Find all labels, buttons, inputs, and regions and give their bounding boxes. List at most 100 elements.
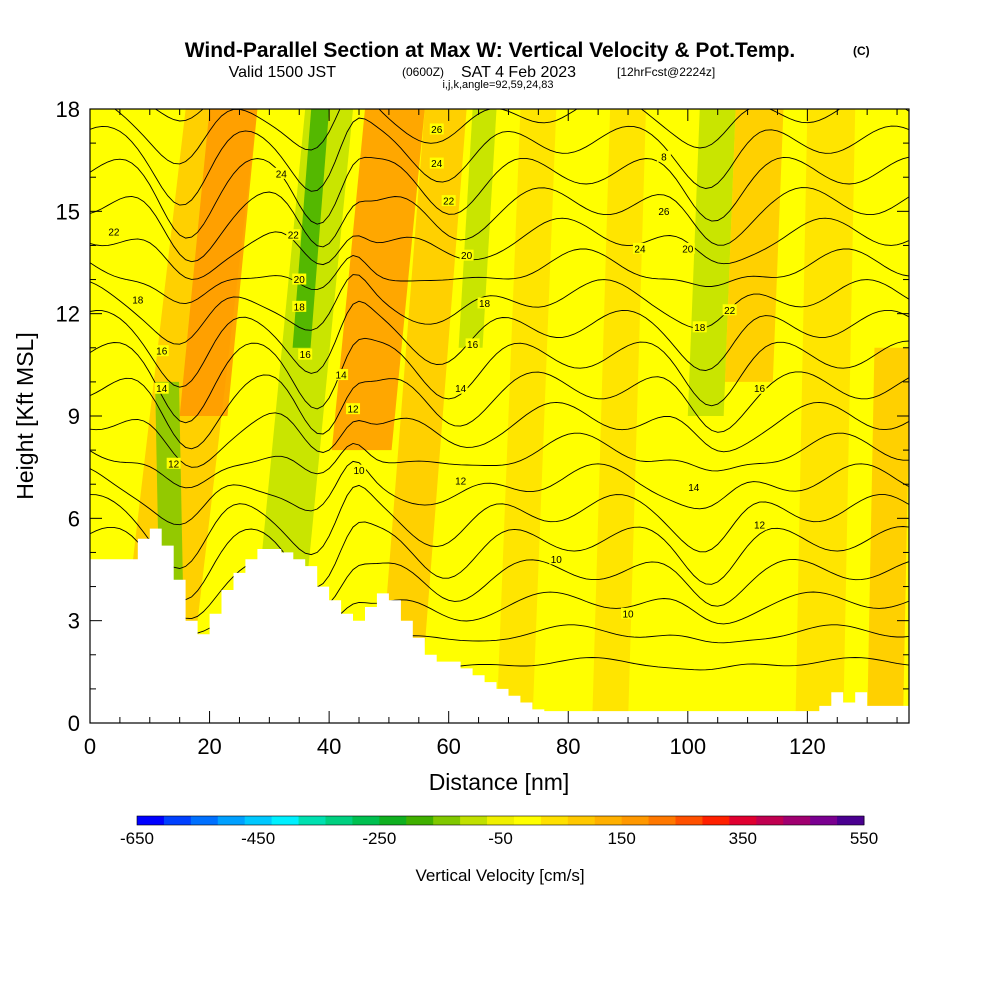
isentrope-line (90, 156, 909, 239)
x-tick-label: 0 (84, 734, 96, 759)
contour-label: 14 (334, 369, 349, 382)
contour-label-text: 20 (682, 244, 694, 255)
colorbar-swatch (487, 816, 515, 825)
contour-label: 22 (106, 225, 121, 238)
contour-label-text: 20 (294, 275, 306, 286)
y-tick-label: 0 (68, 711, 80, 736)
contour-label-text: 16 (156, 347, 168, 358)
contour-label: 12 (752, 519, 767, 532)
contour-label: 12 (166, 457, 181, 470)
subtitle-forecast: [12hrFcst@2224z] (617, 65, 715, 79)
velocity-band (687, 109, 736, 416)
y-tick-label: 6 (68, 506, 80, 531)
contour-label: 24 (429, 157, 444, 170)
isentrope-line (90, 300, 909, 388)
colorbar-swatch (675, 816, 703, 825)
contour-label: 18 (692, 321, 707, 334)
y-tick-label: 12 (56, 302, 80, 327)
terrain-mask (90, 528, 909, 723)
contour-label-text: 14 (336, 371, 348, 382)
velocity-band (592, 109, 646, 723)
contour-label: 12 (453, 474, 468, 487)
subtitle-date: SAT 4 Feb 2023 (461, 64, 576, 81)
subtitle-valid: Valid 1500 JST (229, 64, 337, 81)
contour-label: 10 (549, 553, 564, 566)
contour-label-text: 14 (688, 483, 700, 494)
velocity-band (795, 109, 856, 723)
contour-label: 18 (292, 300, 307, 313)
colorbar-swatch (190, 816, 219, 825)
isentrope-line (90, 559, 909, 620)
colorbar-swatch (756, 816, 784, 825)
colorbar-swatch (271, 816, 300, 825)
y-axis: 0 3 6 9 12 15 18 (56, 97, 909, 736)
x-tick-label: 80 (556, 734, 580, 759)
contour-label: 16 (752, 382, 767, 395)
contour-label: 8 (656, 150, 671, 163)
contour-label: 18 (477, 297, 492, 310)
colorbar-tick-label: -650 (120, 829, 154, 848)
contour-label-text: 18 (132, 296, 144, 307)
colorbar-frame (136, 815, 865, 826)
isentrope-line (114, 109, 909, 165)
contour-label: 26 (429, 123, 444, 136)
velocity-band (376, 109, 467, 723)
colorbar-swatch (621, 816, 650, 825)
contour-label-text: 22 (724, 306, 736, 317)
velocity-band (867, 347, 909, 723)
colorbar-swatch (460, 816, 488, 825)
isentrope-line (90, 521, 909, 601)
colorbar-tick-label: 150 (607, 829, 635, 848)
colorbar-swatch (729, 816, 757, 825)
contour-label: 14 (686, 481, 701, 494)
contour-label-text: 8 (661, 152, 667, 163)
velocity-band (458, 109, 497, 348)
colorbar-swatch (702, 816, 730, 825)
x-tick-label: 120 (789, 734, 826, 759)
x-tick-label: 100 (669, 734, 706, 759)
x-axis: 0 20 40 60 80 100 120 (84, 109, 898, 759)
velocity-band (725, 109, 784, 382)
contour-label: 20 (680, 242, 695, 255)
contour-label: 20 (292, 273, 307, 286)
colorbar-tick-label: 550 (850, 829, 878, 848)
contour-label-text: 18 (694, 323, 706, 334)
isentrope-line (90, 187, 909, 263)
isentrope-line (90, 460, 909, 526)
isentrope-line (90, 484, 909, 569)
x-tick-label: 20 (197, 734, 221, 759)
isentrope-line (90, 432, 909, 489)
contour-label-text: 16 (467, 340, 479, 351)
colorbar-swatch (783, 816, 811, 825)
colorbar-swatch (594, 816, 623, 825)
contour-label-text: 12 (347, 405, 359, 416)
contour-label-text: 26 (658, 207, 670, 218)
velocity-field: 22 18 16 14 12 24 22 20 18 16 14 12 10 26 24 22 20 18 16 14… (90, 109, 909, 723)
velocity-band (179, 109, 258, 416)
contour-label-text: 12 (168, 459, 180, 470)
velocity-band (496, 109, 557, 723)
contour-label: 16 (298, 348, 313, 361)
contour-label-text: 10 (353, 466, 365, 477)
colorbar-tick-label: -450 (241, 829, 275, 848)
contour-label: 16 (465, 338, 480, 351)
chart-title: Wind-Parallel Section at Max W: Vertical… (185, 39, 796, 62)
isentrope-line (90, 401, 909, 468)
contour-label-text: 14 (455, 384, 467, 395)
contour-label-text: 24 (276, 169, 288, 180)
isentrope-line (90, 217, 909, 280)
contour-label: 12 (346, 403, 361, 416)
colorbar-swatch (217, 816, 246, 825)
colorbar-swatch (325, 816, 353, 825)
y-tick-label: 3 (68, 609, 80, 634)
colorbar-swatch (433, 816, 461, 825)
contour-label-text: 16 (300, 350, 312, 361)
contour-label-text: 18 (479, 299, 491, 310)
contour-label-text: 22 (108, 227, 120, 238)
x-tick-label: 40 (317, 734, 341, 759)
isentrope-line (90, 248, 909, 305)
isentrope-line (90, 274, 909, 345)
y-axis-title: Height [Kft MSL] (12, 332, 38, 499)
colorbar-tick-label: 350 (729, 829, 757, 848)
x-axis-title: Distance [nm] (429, 769, 570, 795)
